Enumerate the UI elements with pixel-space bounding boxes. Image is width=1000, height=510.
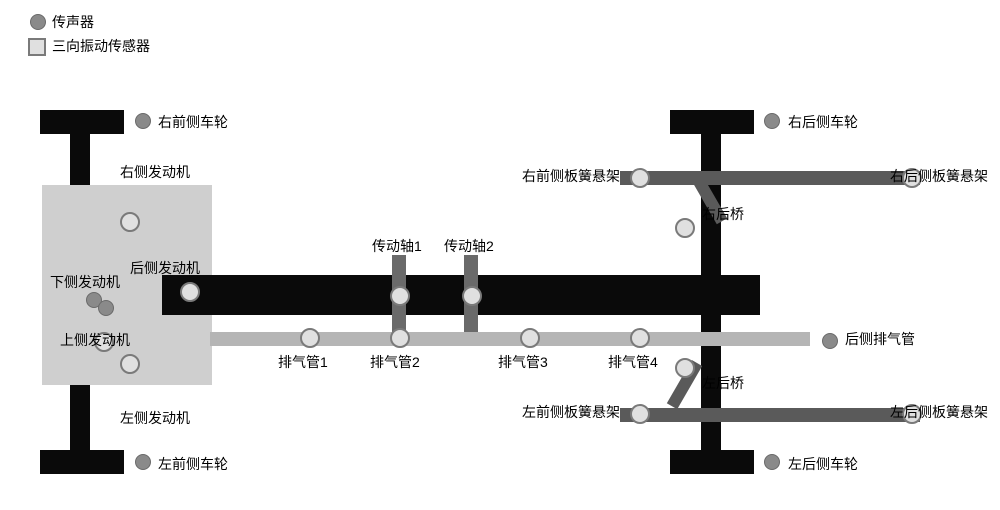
- label-ds_1: 传动轴1: [372, 236, 422, 256]
- sensor-mic_eng_lower_2: [98, 300, 114, 316]
- sensor-vib_eng_L: [120, 354, 140, 374]
- label-eng_L: 左侧发动机: [120, 408, 190, 428]
- label-wheel_RL: 左后侧车轮: [788, 454, 858, 474]
- sensor-vib_eng_B: [180, 282, 200, 302]
- sensor-vib_exh_1: [300, 328, 320, 348]
- shape-wheel_FR: [40, 110, 124, 134]
- label-eng_upper: 上侧发动机: [60, 330, 130, 350]
- label-spring_RF: 右前侧板簧悬架: [510, 166, 620, 186]
- sensor-vib_exh_4: [630, 328, 650, 348]
- legend-vib-icon: [28, 38, 46, 56]
- sensor-vib_ds_1: [390, 286, 410, 306]
- label-wheel_FR: 右前侧车轮: [158, 112, 228, 132]
- legend-mic-label: 传声器: [52, 12, 94, 32]
- sensor-vib_ds_2: [462, 286, 482, 306]
- label-exh_2: 排气管2: [370, 352, 420, 372]
- label-ds_2: 传动轴2: [444, 236, 494, 256]
- label-eng_R: 右侧发动机: [120, 162, 190, 182]
- label-exh_rear: 后侧排气管: [845, 329, 915, 349]
- label-exh_1: 排气管1: [278, 352, 328, 372]
- label-eng_lower: 下侧发动机: [50, 272, 120, 292]
- sensor-mic_RL_wheel: [764, 454, 780, 470]
- label-axle_LR: 左后桥: [702, 373, 744, 393]
- shape-wheel_RR: [670, 110, 754, 134]
- label-spring_RR: 右后侧板簧悬架: [890, 166, 988, 186]
- sensor-mic_RR_wheel: [764, 113, 780, 129]
- sensor-vib_spring_RF: [630, 168, 650, 188]
- shape-spring_R_bar: [620, 171, 920, 185]
- legend-vib-label: 三向振动传感器: [52, 36, 150, 56]
- shape-chassis: [162, 275, 760, 315]
- shape-spring_L_bar: [620, 408, 920, 422]
- label-exh_4: 排气管4: [608, 352, 658, 372]
- sensor-vib_exh_3: [520, 328, 540, 348]
- sensor-vib_axle_RR: [675, 218, 695, 238]
- sensor-mic_rear_exh: [822, 333, 838, 349]
- label-spring_LR: 左后侧板簧悬架: [890, 402, 988, 422]
- diagram-stage: 传声器 三向振动传感器 右前侧车轮左前侧车轮 右后侧车轮左后侧车轮 右侧发动机左侧发…: [0, 0, 1000, 510]
- shape-wheel_FL: [40, 450, 124, 474]
- sensor-vib_axle_LR: [675, 358, 695, 378]
- sensor-mic_FL_wheel: [135, 454, 151, 470]
- sensor-mic_FR_wheel: [135, 113, 151, 129]
- sensor-vib_exh_2: [390, 328, 410, 348]
- label-spring_LF: 左前侧板簧悬架: [510, 402, 620, 422]
- label-axle_RR: 右后桥: [702, 204, 744, 224]
- sensor-vib_spring_LF: [630, 404, 650, 424]
- legend-mic-icon: [30, 14, 46, 30]
- label-wheel_RR: 右后侧车轮: [788, 112, 858, 132]
- label-exh_3: 排气管3: [498, 352, 548, 372]
- label-eng_rear: 后侧发动机: [130, 258, 200, 278]
- shape-wheel_RL: [670, 450, 754, 474]
- sensor-vib_eng_R: [120, 212, 140, 232]
- label-wheel_FL: 左前侧车轮: [158, 454, 228, 474]
